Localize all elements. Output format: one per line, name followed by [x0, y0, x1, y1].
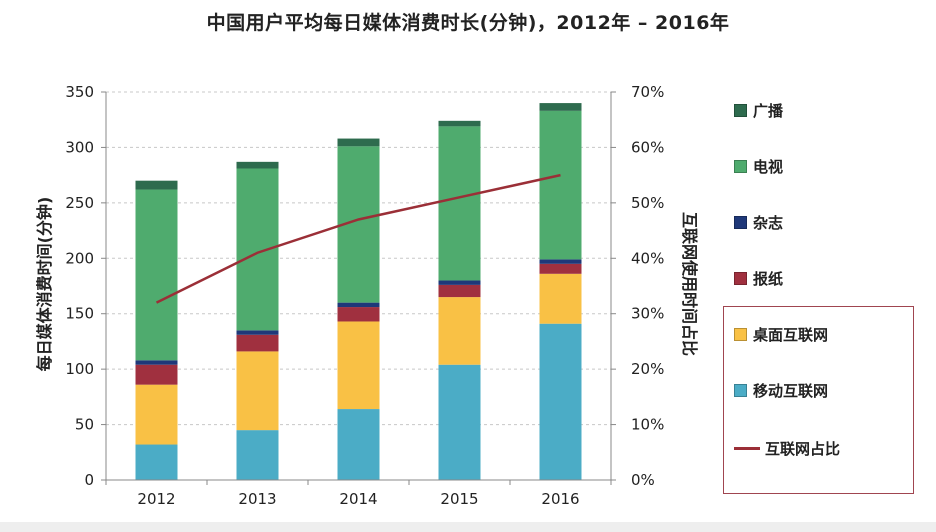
bar-segment: [135, 444, 178, 480]
legend-label: 杂志: [753, 213, 784, 232]
legend-item: 电视: [734, 154, 783, 178]
bar-segment: [438, 364, 481, 480]
y-tick-label-left: 200: [65, 249, 94, 267]
legend-item: 桌面互联网: [734, 322, 828, 346]
bar-segment: [135, 384, 178, 445]
x-tick-label: 2015: [440, 490, 478, 508]
legend-label: 广播: [753, 101, 784, 120]
legend-swatch: [734, 327, 747, 341]
tick-labels: 0 50 100 150 200 250 300 350 0% 10% 20% 30% 40% 50% 60…: [65, 83, 664, 508]
legend-item: 杂志: [734, 210, 783, 234]
axes: [101, 91, 616, 485]
x-tick-label: 2016: [541, 490, 579, 508]
legend-label: 移动互联网: [753, 381, 829, 400]
y-axis-left-label: 每日媒体消费时间(分钟): [35, 196, 54, 372]
legend-item: 互联网占比: [734, 436, 840, 460]
bar-segment: [236, 351, 279, 431]
bar-segment: [236, 430, 279, 480]
y-tick-label-right: 50%: [631, 194, 664, 212]
y-tick-label-right: 0%: [631, 471, 655, 489]
legend-swatch: [734, 159, 747, 173]
y-tick-label-right: 40%: [631, 249, 664, 267]
bar-segment: [135, 189, 178, 361]
y-tick-label-left: 250: [65, 194, 94, 212]
legend-label: 桌面互联网: [753, 325, 829, 344]
bar-segment: [236, 168, 279, 331]
legend-line-swatch: [734, 446, 760, 450]
y-tick-label-right: 70%: [631, 83, 664, 101]
y-tick-label-left: 350: [65, 83, 94, 101]
bar-segment: [539, 323, 582, 480]
legend-label: 报纸: [753, 269, 784, 288]
bar-segment: [337, 321, 380, 410]
x-tick-label: 2012: [137, 490, 175, 508]
bar-segment: [135, 360, 178, 365]
legend-swatch: [734, 215, 747, 229]
y-tick-label-right: 10%: [631, 416, 664, 434]
bar-segment: [539, 273, 582, 324]
bar-segment: [539, 103, 582, 111]
y-tick-label-right: 30%: [631, 305, 664, 323]
bar-segment: [438, 120, 481, 127]
y-tick-label-left: 0: [84, 471, 94, 489]
bottom-strip: [0, 522, 936, 532]
bar-segment: [337, 307, 380, 322]
legend-label: 互联网占比: [765, 439, 841, 458]
chart-title: 中国用户平均每日媒体消费时长(分钟)，2012年 – 2016年: [206, 12, 730, 34]
bar-segment: [539, 110, 582, 260]
internet-share-polyline: [155, 173, 561, 304]
bars: [135, 103, 582, 480]
bar-segment: [337, 138, 380, 147]
bar-segment: [438, 284, 481, 298]
bar-segment: [337, 409, 380, 480]
y-tick-label-left: 100: [65, 360, 94, 378]
legend-item: 移动互联网: [734, 378, 828, 402]
bar-segment: [337, 302, 380, 308]
legend-swatch: [734, 103, 747, 117]
bar-segment: [135, 180, 178, 190]
bar-segment: [236, 330, 279, 335]
bar-segment: [236, 334, 279, 352]
internet-share-line: [155, 173, 561, 304]
y-tick-label-right: 60%: [631, 138, 664, 156]
legend-highlight-box: [723, 306, 914, 494]
bar-segment: [438, 297, 481, 365]
y-axis-right-label: 互联网使用时间占比: [680, 211, 699, 357]
bar-segment: [438, 126, 481, 281]
legend-swatch: [734, 271, 747, 285]
bar-segment: [438, 280, 481, 285]
bar-segment: [135, 364, 178, 385]
y-tick-label-left: 50: [75, 416, 94, 434]
legend-item: 广播: [734, 98, 783, 122]
x-tick-label: 2014: [339, 490, 377, 508]
bar-segment: [236, 161, 279, 169]
bar-segment: [539, 259, 582, 264]
y-tick-label-left: 300: [65, 138, 94, 156]
legend-label: 电视: [753, 157, 784, 176]
bar-segment: [539, 263, 582, 274]
x-tick-label: 2013: [238, 490, 276, 508]
y-tick-label-left: 150: [65, 305, 94, 323]
legend-swatch: [734, 383, 747, 397]
y-tick-label-right: 20%: [631, 360, 664, 378]
legend-item: 报纸: [734, 266, 783, 290]
